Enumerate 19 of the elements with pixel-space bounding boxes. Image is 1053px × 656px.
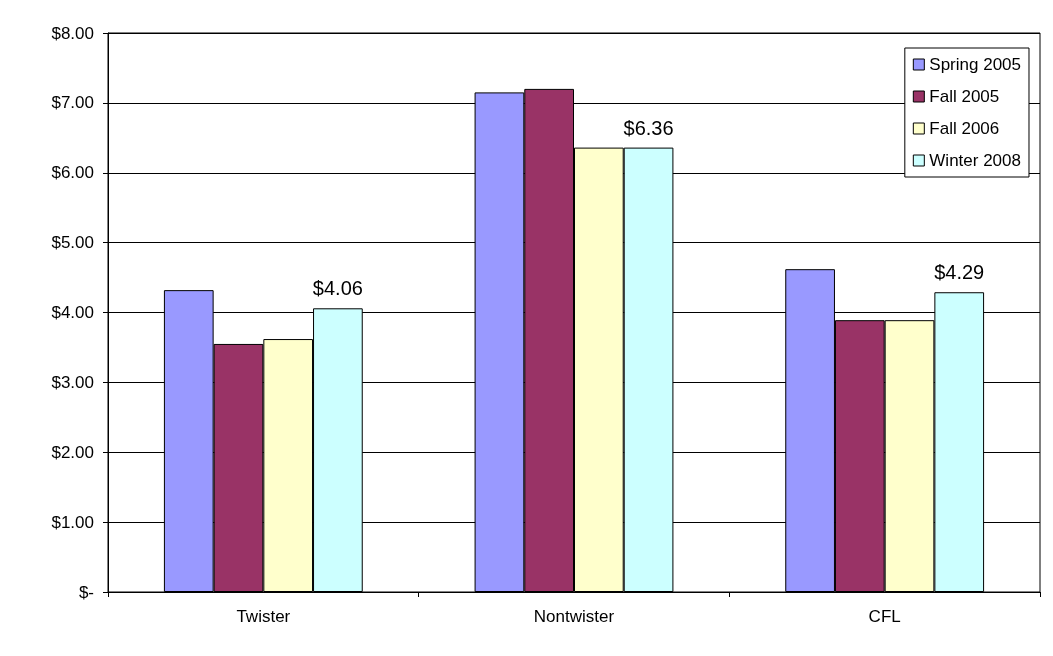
legend-label: Winter 2008 bbox=[929, 151, 1021, 170]
legend-label: Fall 2006 bbox=[929, 119, 1000, 138]
legend-label: Fall 2005 bbox=[929, 87, 1000, 106]
legend-label: Spring 2005 bbox=[929, 55, 1022, 74]
y-tick-label: $4.00 bbox=[51, 303, 94, 322]
x-tick-label: Twister bbox=[236, 607, 291, 626]
data-label: $4.29 bbox=[934, 261, 985, 284]
y-tick-label: $8.00 bbox=[51, 23, 94, 43]
y-tick-label: $2.00 bbox=[51, 442, 94, 462]
y-tick-label: $3.00 bbox=[51, 372, 94, 392]
y-tick-label: $- bbox=[78, 582, 94, 602]
x-tick-label: CFL bbox=[868, 607, 901, 626]
y-tick-label: $5.00 bbox=[51, 233, 94, 253]
x-tick-label: Nontwister bbox=[533, 607, 615, 626]
y-tick-label: $7.00 bbox=[51, 93, 94, 113]
data-label: $6.36 bbox=[623, 116, 674, 139]
y-tick-label: $1.00 bbox=[51, 512, 94, 532]
y-tick-label: $6.00 bbox=[51, 163, 94, 183]
data-label: $4.06 bbox=[312, 277, 363, 300]
